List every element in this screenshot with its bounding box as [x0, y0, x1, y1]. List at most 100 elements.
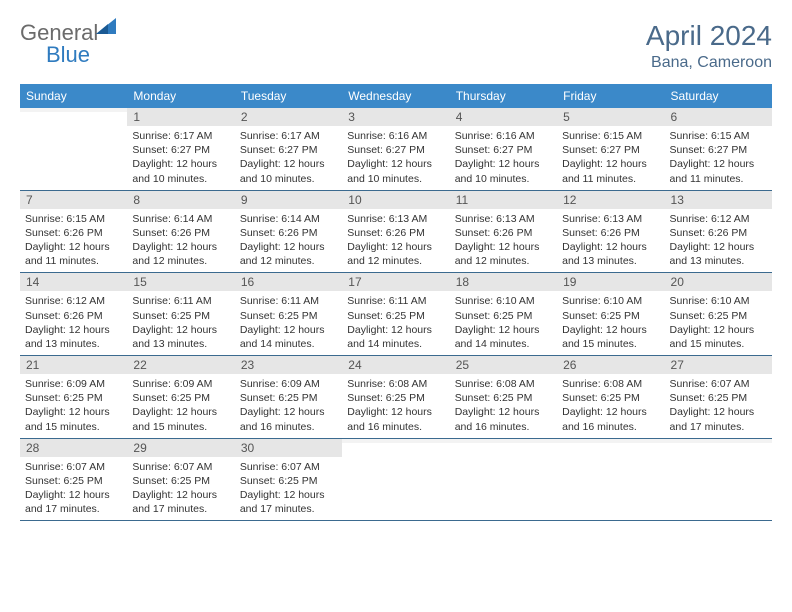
day-content: Sunrise: 6:13 AMSunset: 6:26 PMDaylight:…: [557, 209, 664, 273]
sunset-text: Sunset: 6:27 PM: [132, 143, 229, 157]
sunset-text: Sunset: 6:25 PM: [240, 309, 337, 323]
day-number: [342, 439, 449, 443]
sunrise-text: Sunrise: 6:07 AM: [240, 460, 337, 474]
day-number: 20: [665, 273, 772, 291]
daylight-text: Daylight: 12 hours and 12 minutes.: [347, 240, 444, 268]
daylight-text: Daylight: 12 hours and 11 minutes.: [670, 157, 767, 185]
sunset-text: Sunset: 6:26 PM: [347, 226, 444, 240]
day-content: Sunrise: 6:12 AMSunset: 6:26 PMDaylight:…: [20, 291, 127, 355]
daylight-text: Daylight: 12 hours and 16 minutes.: [562, 405, 659, 433]
weekday-header: Saturday: [665, 84, 772, 108]
daylight-text: Daylight: 12 hours and 16 minutes.: [347, 405, 444, 433]
day-content: Sunrise: 6:07 AMSunset: 6:25 PMDaylight:…: [127, 457, 234, 521]
daynum-row: 123456: [20, 108, 772, 126]
day-number: 15: [127, 273, 234, 291]
daylight-text: Daylight: 12 hours and 14 minutes.: [240, 323, 337, 351]
daylight-text: Daylight: 12 hours and 10 minutes.: [132, 157, 229, 185]
day-content: Sunrise: 6:07 AMSunset: 6:25 PMDaylight:…: [235, 457, 342, 521]
day-number: 18: [450, 273, 557, 291]
day-content: Sunrise: 6:10 AMSunset: 6:25 PMDaylight:…: [665, 291, 772, 355]
weekday-header: Wednesday: [342, 84, 449, 108]
day-content: [342, 457, 449, 464]
sunrise-text: Sunrise: 6:17 AM: [240, 129, 337, 143]
sunset-text: Sunset: 6:25 PM: [562, 391, 659, 405]
day-content: Sunrise: 6:15 AMSunset: 6:27 PMDaylight:…: [665, 126, 772, 190]
day-content: Sunrise: 6:15 AMSunset: 6:27 PMDaylight:…: [557, 126, 664, 190]
content-row: Sunrise: 6:12 AMSunset: 6:26 PMDaylight:…: [20, 291, 772, 355]
logo-text-blue: Blue: [46, 42, 90, 67]
day-content: Sunrise: 6:08 AMSunset: 6:25 PMDaylight:…: [557, 374, 664, 438]
daylight-text: Daylight: 12 hours and 11 minutes.: [562, 157, 659, 185]
day-content: Sunrise: 6:17 AMSunset: 6:27 PMDaylight:…: [127, 126, 234, 190]
day-content: [665, 457, 772, 464]
day-number: 29: [127, 439, 234, 457]
daylight-text: Daylight: 12 hours and 10 minutes.: [240, 157, 337, 185]
day-number: [557, 439, 664, 443]
sunset-text: Sunset: 6:25 PM: [455, 391, 552, 405]
day-number: 19: [557, 273, 664, 291]
day-content: Sunrise: 6:11 AMSunset: 6:25 PMDaylight:…: [235, 291, 342, 355]
daylight-text: Daylight: 12 hours and 15 minutes.: [132, 405, 229, 433]
logo-flag-icon: [96, 18, 118, 41]
location: Bana, Cameroon: [646, 54, 772, 72]
day-content: Sunrise: 6:08 AMSunset: 6:25 PMDaylight:…: [450, 374, 557, 438]
sunset-text: Sunset: 6:25 PM: [562, 309, 659, 323]
sunrise-text: Sunrise: 6:10 AM: [670, 294, 767, 308]
sunset-text: Sunset: 6:25 PM: [25, 474, 122, 488]
calendar-table: Sunday Monday Tuesday Wednesday Thursday…: [20, 84, 772, 521]
daylight-text: Daylight: 12 hours and 13 minutes.: [670, 240, 767, 268]
sunset-text: Sunset: 6:26 PM: [240, 226, 337, 240]
sunrise-text: Sunrise: 6:08 AM: [562, 377, 659, 391]
sunrise-text: Sunrise: 6:13 AM: [562, 212, 659, 226]
day-content: Sunrise: 6:14 AMSunset: 6:26 PMDaylight:…: [235, 209, 342, 273]
daylight-text: Daylight: 12 hours and 12 minutes.: [132, 240, 229, 268]
day-content: Sunrise: 6:13 AMSunset: 6:26 PMDaylight:…: [342, 209, 449, 273]
daylight-text: Daylight: 12 hours and 13 minutes.: [132, 323, 229, 351]
day-content: Sunrise: 6:09 AMSunset: 6:25 PMDaylight:…: [20, 374, 127, 438]
day-content: [557, 457, 664, 464]
daylight-text: Daylight: 12 hours and 10 minutes.: [455, 157, 552, 185]
sunset-text: Sunset: 6:25 PM: [670, 391, 767, 405]
day-content: Sunrise: 6:13 AMSunset: 6:26 PMDaylight:…: [450, 209, 557, 273]
day-content: [20, 126, 127, 133]
daylight-text: Daylight: 12 hours and 17 minutes.: [240, 488, 337, 516]
daynum-row: 78910111213: [20, 190, 772, 209]
sunset-text: Sunset: 6:26 PM: [25, 226, 122, 240]
sunset-text: Sunset: 6:26 PM: [25, 309, 122, 323]
day-content: Sunrise: 6:10 AMSunset: 6:25 PMDaylight:…: [450, 291, 557, 355]
daylight-text: Daylight: 12 hours and 12 minutes.: [455, 240, 552, 268]
day-number: 12: [557, 191, 664, 209]
daylight-text: Daylight: 12 hours and 15 minutes.: [562, 323, 659, 351]
sunrise-text: Sunrise: 6:08 AM: [347, 377, 444, 391]
sunrise-text: Sunrise: 6:12 AM: [25, 294, 122, 308]
day-content: Sunrise: 6:09 AMSunset: 6:25 PMDaylight:…: [127, 374, 234, 438]
day-number: 3: [342, 108, 449, 126]
sunset-text: Sunset: 6:25 PM: [132, 309, 229, 323]
month-title: April 2024: [646, 20, 772, 52]
daylight-text: Daylight: 12 hours and 15 minutes.: [670, 323, 767, 351]
header: General Blue April 2024 Bana, Cameroon: [20, 20, 772, 72]
sunset-text: Sunset: 6:27 PM: [240, 143, 337, 157]
title-block: April 2024 Bana, Cameroon: [646, 20, 772, 72]
daylight-text: Daylight: 12 hours and 13 minutes.: [562, 240, 659, 268]
day-number: 21: [20, 356, 127, 374]
sunrise-text: Sunrise: 6:07 AM: [670, 377, 767, 391]
day-content: Sunrise: 6:16 AMSunset: 6:27 PMDaylight:…: [342, 126, 449, 190]
sunrise-text: Sunrise: 6:07 AM: [25, 460, 122, 474]
sunrise-text: Sunrise: 6:15 AM: [670, 129, 767, 143]
sunrise-text: Sunrise: 6:11 AM: [132, 294, 229, 308]
day-content: Sunrise: 6:17 AMSunset: 6:27 PMDaylight:…: [235, 126, 342, 190]
day-number: 16: [235, 273, 342, 291]
daylight-text: Daylight: 12 hours and 16 minutes.: [240, 405, 337, 433]
day-content: Sunrise: 6:16 AMSunset: 6:27 PMDaylight:…: [450, 126, 557, 190]
sunset-text: Sunset: 6:25 PM: [240, 474, 337, 488]
daylight-text: Daylight: 12 hours and 14 minutes.: [347, 323, 444, 351]
sunrise-text: Sunrise: 6:12 AM: [670, 212, 767, 226]
daylight-text: Daylight: 12 hours and 13 minutes.: [25, 323, 122, 351]
sunset-text: Sunset: 6:25 PM: [132, 391, 229, 405]
day-content: Sunrise: 6:09 AMSunset: 6:25 PMDaylight:…: [235, 374, 342, 438]
day-content: Sunrise: 6:12 AMSunset: 6:26 PMDaylight:…: [665, 209, 772, 273]
daylight-text: Daylight: 12 hours and 11 minutes.: [25, 240, 122, 268]
sunrise-text: Sunrise: 6:15 AM: [25, 212, 122, 226]
sunset-text: Sunset: 6:26 PM: [670, 226, 767, 240]
